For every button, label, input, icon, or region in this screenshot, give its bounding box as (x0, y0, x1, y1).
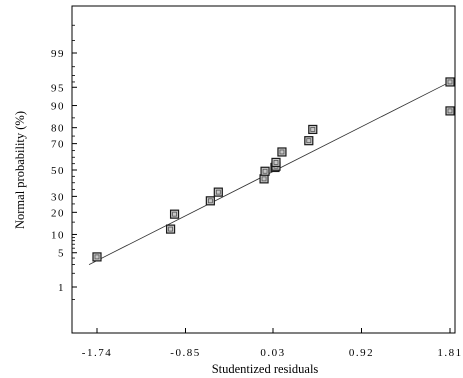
data-point (277, 147, 287, 157)
y-tick-label: 95 (51, 82, 65, 94)
y-tick-label: 90 (51, 101, 65, 113)
y-tick-label: 5 (58, 248, 65, 260)
data-point (445, 77, 455, 87)
y-tick-label: 80 (51, 123, 65, 135)
y-tick-label: 1 (58, 282, 65, 294)
y-axis: 1 5 10 20 30 50 70 80 90 95 99 (51, 24, 77, 300)
data-point (205, 196, 215, 206)
data-points (92, 77, 455, 262)
data-point (304, 136, 314, 146)
x-tick-label: 1.81 (437, 347, 462, 359)
x-axis-label: Studentized residuals (212, 362, 319, 376)
y-axis-label: Normal probability (%) (13, 111, 27, 229)
data-point (308, 124, 318, 135)
y-tick-label: 50 (51, 165, 65, 177)
y-tick-label: 10 (51, 229, 65, 241)
data-point (165, 224, 176, 234)
y-tick-label: 70 (51, 139, 65, 151)
y-tick-label: 99 (51, 48, 65, 60)
x-tick-label: -1.74 (82, 347, 112, 359)
x-tick-label: 0.92 (349, 347, 374, 359)
data-point (445, 106, 455, 116)
data-point (169, 209, 180, 219)
y-tick-label: 20 (51, 207, 65, 219)
x-tick-label: 0.03 (260, 347, 285, 359)
data-point (260, 166, 270, 176)
x-axis: -1.74 -0.85 0.03 0.92 1.81 (82, 328, 462, 359)
data-point (271, 157, 281, 168)
data-point (259, 174, 269, 184)
data-point (92, 252, 102, 262)
data-point (213, 187, 223, 197)
y-tick-label: 30 (51, 191, 65, 203)
x-tick-label: -0.85 (170, 347, 200, 359)
